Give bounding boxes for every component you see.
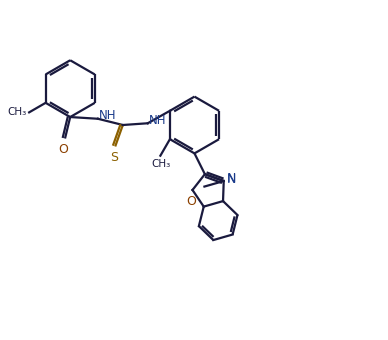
Text: N: N	[227, 172, 237, 185]
Text: NH: NH	[149, 114, 166, 128]
Text: CH₃: CH₃	[151, 159, 171, 169]
Text: O: O	[59, 143, 69, 156]
Text: N: N	[227, 173, 237, 186]
Text: S: S	[110, 151, 118, 164]
Text: NH: NH	[99, 109, 117, 122]
Text: CH₃: CH₃	[7, 107, 27, 117]
Text: O: O	[186, 195, 196, 208]
